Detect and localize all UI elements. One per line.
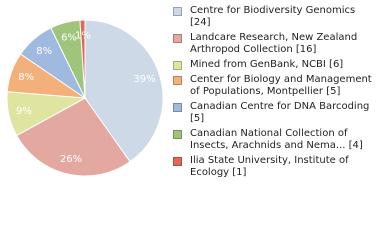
slice-label: 39% — [133, 74, 155, 85]
legend-label: Centre for Biodiversity Genomics [24] — [190, 5, 356, 28]
legend-item: Canadian Centre for DNA Barcoding [5] — [173, 101, 373, 125]
pie-slice — [15, 97, 131, 177]
legend-swatch — [173, 61, 182, 70]
legend-item: Mined from GenBank, NCBI [6] — [173, 59, 373, 71]
legend-label: Canadian National Collection of Insects,… — [190, 128, 363, 151]
slice-label: 8% — [18, 72, 34, 83]
pie: 39% 26% 9% 8% 8% 6%1% — [6, 19, 164, 177]
legend-swatch — [173, 7, 182, 16]
legend-item: Center for Biology and Management of Pop… — [173, 74, 373, 98]
legend-label: Center for Biology and Management of Pop… — [190, 74, 372, 97]
legend-label: Ilia State University, Institute of Ecol… — [190, 155, 349, 178]
slice-label: 6% — [61, 33, 77, 44]
legend-item: Canadian National Collection of Insects,… — [173, 128, 373, 152]
legend-item: Landcare Research, New Zealand Arthropod… — [173, 32, 373, 56]
slice-label: 8% — [36, 46, 52, 57]
legend-swatch — [173, 103, 182, 112]
legend-swatch — [173, 130, 182, 139]
legend: Centre for Biodiversity Genomics [24] Lan… — [173, 5, 373, 179]
legend-swatch — [173, 76, 182, 85]
legend-item: Centre for Biodiversity Genomics [24] — [173, 5, 373, 29]
legend-label: Landcare Research, New Zealand Arthropod… — [190, 32, 358, 55]
pie-slice — [84, 19, 164, 163]
legend-label: Mined from GenBank, NCBI [6] — [190, 59, 344, 70]
legend-swatch — [173, 157, 182, 166]
legend-label: Canadian Centre for DNA Barcoding [5] — [190, 101, 370, 124]
pie-slice — [79, 19, 86, 99]
legend-swatch — [173, 34, 182, 43]
slice-label: 9% — [16, 106, 32, 117]
legend-item: Ilia State University, Institute of Ecol… — [173, 155, 373, 179]
slice-label: 26% — [60, 154, 82, 165]
slice-label: 1% — [75, 31, 91, 42]
